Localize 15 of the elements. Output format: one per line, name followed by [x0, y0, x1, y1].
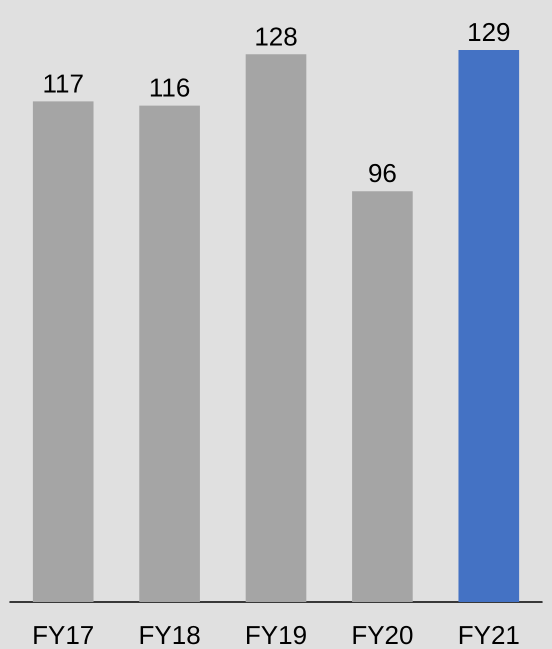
x-tick-label: FY20	[351, 620, 414, 649]
x-tick-label: FY19	[244, 620, 308, 649]
x-tick-label: FY21	[458, 620, 520, 649]
bar	[32, 101, 94, 602]
bar	[352, 191, 413, 602]
data-label: 128	[254, 21, 298, 52]
bar	[458, 50, 520, 602]
bar	[139, 106, 200, 602]
data-label: 129	[467, 17, 510, 47]
data-label: 117	[42, 68, 84, 98]
bar	[246, 54, 306, 602]
data-label: 116	[148, 72, 190, 103]
x-tick-label: FY18	[138, 620, 201, 649]
x-tick-label: FY17	[32, 620, 94, 649]
data-label: 96	[368, 158, 397, 188]
